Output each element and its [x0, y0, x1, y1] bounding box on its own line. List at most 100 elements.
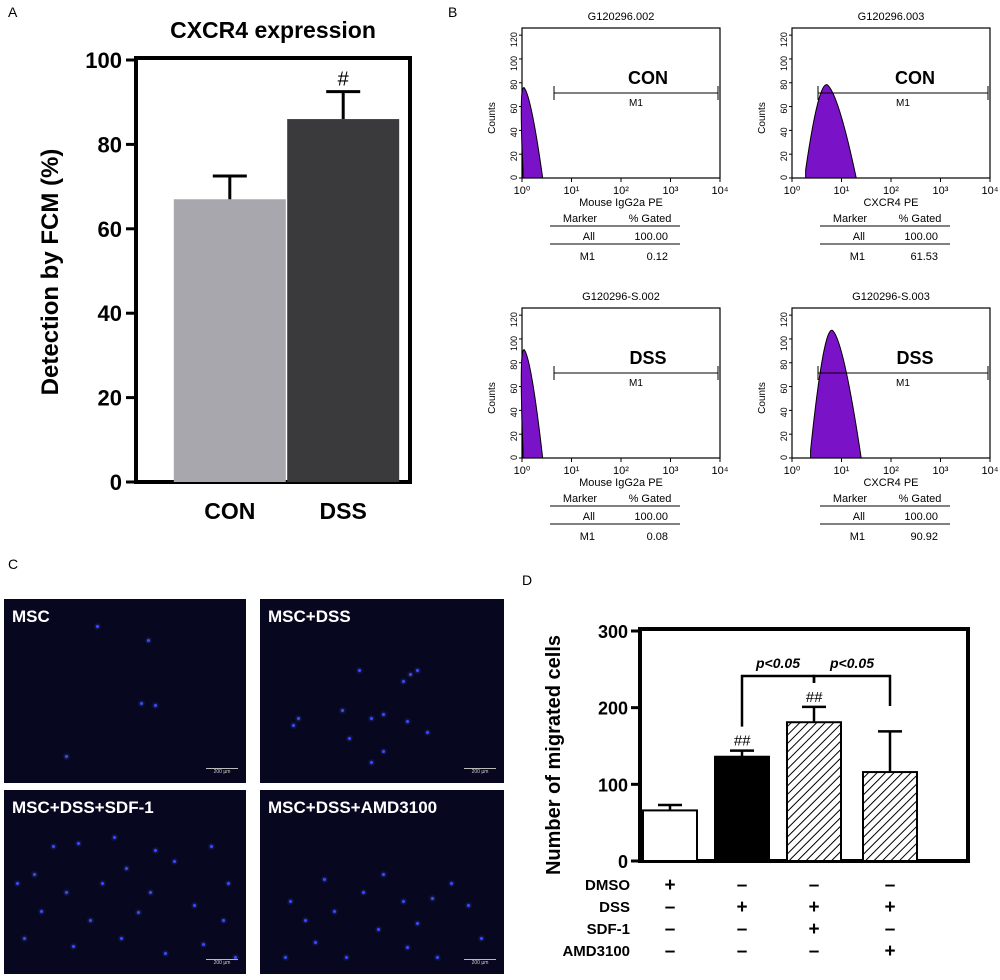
y-tick-label: 40 — [509, 127, 519, 137]
y-tick-label: 60 — [98, 217, 122, 242]
x-tick-label: 10⁴ — [982, 465, 999, 477]
stats-value-all: 100.00 — [904, 511, 938, 523]
cell-dot — [303, 918, 307, 922]
histogram-peak — [520, 87, 544, 179]
cell-dot — [369, 716, 373, 720]
gate-label: M1 — [629, 378, 643, 389]
stats-value-m1: 61.53 — [910, 251, 938, 263]
y-tick-label: 80 — [779, 360, 789, 370]
stats-value-m1: 0.12 — [647, 251, 668, 263]
cell-dot — [202, 942, 206, 946]
treatment-label: SDF-1 — [587, 921, 630, 938]
comparison-label: p<0.05 — [755, 655, 800, 671]
cell-dot — [450, 882, 454, 885]
cell-dot — [226, 882, 230, 885]
group-label: CON — [628, 68, 668, 88]
stats-value-all: 100.00 — [634, 511, 668, 523]
y-tick-label: 0 — [110, 470, 122, 495]
histogram-2: G120296.003 0 20 40 60 80 100 120 Counts 10⁰ 10¹ 10… — [757, 11, 999, 263]
x-tick-label: 10³ — [933, 185, 949, 197]
cell-dot — [23, 937, 27, 941]
x-tick-label: 10³ — [663, 185, 679, 197]
y-tick-label: 0 — [509, 455, 519, 460]
treatment-sign: + — [736, 897, 747, 918]
cell-dot — [406, 946, 410, 950]
cell-dot — [382, 872, 385, 876]
y-tick-label: 80 — [779, 80, 789, 90]
x-tick-label: 10⁴ — [712, 465, 729, 477]
chart-a-title: CXCR4 expression — [170, 17, 376, 43]
x-tick-label: 10¹ — [834, 185, 850, 197]
micrograph-msc-dss: MSC+DSS 200 µm — [260, 599, 504, 783]
cell-dot — [382, 749, 385, 753]
x-tick-label: 10² — [613, 185, 629, 197]
x-tick-label: 10⁴ — [712, 185, 729, 197]
histogram-peak — [805, 84, 857, 179]
cell-dot — [369, 760, 373, 764]
y-tick-label: 0 — [779, 455, 789, 460]
treatment-sign: – — [737, 919, 748, 940]
treatment-sign: + — [808, 897, 819, 918]
gate-label: M1 — [896, 378, 910, 389]
x-tick-label: 10³ — [663, 465, 679, 477]
cell-dot — [221, 918, 225, 922]
y-tick-label: 40 — [779, 407, 789, 417]
panel-label-d: D — [522, 572, 533, 588]
treatment-sign: + — [884, 897, 895, 918]
y-tick-label: 60 — [779, 384, 789, 394]
x-tick-label: 10⁴ — [982, 185, 999, 197]
micrograph-label: MSC+DSS+AMD3100 — [268, 798, 438, 817]
y-tick-label: 20 — [509, 431, 519, 441]
scale-bar: 200 µm — [206, 768, 238, 775]
x-tick-label: 10¹ — [564, 465, 580, 477]
y-tick-label: 100 — [779, 336, 789, 351]
treatment-sign: + — [884, 941, 895, 962]
treatment-sign: + — [808, 919, 819, 940]
cell-dot — [125, 867, 128, 871]
histogram-1: G120296.002 0 20 40 60 80 100 120 Counts 10⁰ 10¹ 10… — [487, 11, 729, 263]
micrograph-label: MSC+DSS — [268, 607, 351, 626]
x-axis-label: CXCR4 PE — [863, 197, 918, 209]
stats-header-marker: Marker — [563, 213, 598, 225]
gate-label: M1 — [629, 98, 643, 109]
cell-dot — [323, 878, 327, 882]
y-tick-label: 120 — [509, 312, 519, 327]
cell-dot — [347, 737, 351, 740]
bar-2 — [714, 755, 770, 863]
chart-a: CXCR4 expression Detection by FCM (%) 0 2… — [37, 17, 412, 524]
y-tick-label: 60 — [779, 104, 789, 114]
treatment-sign: + — [664, 875, 675, 896]
cell-dot — [192, 904, 196, 908]
treatment-label: AMD3100 — [562, 943, 630, 960]
cell-dot — [146, 639, 150, 643]
treatment-sign: – — [737, 875, 748, 896]
cell-dot — [95, 624, 99, 628]
comparison-bracket — [740, 674, 816, 727]
comparison-label: p<0.05 — [829, 655, 874, 671]
cell-dot — [137, 911, 141, 915]
y-tick-label: 80 — [509, 80, 519, 90]
stats-header-marker: Marker — [833, 493, 868, 505]
x-tick-label: 10⁰ — [514, 465, 531, 477]
plot-frame — [521, 27, 721, 179]
treatment-label: DSS — [599, 899, 630, 916]
cell-dot — [173, 859, 177, 863]
stats-value-m1: 90.92 — [910, 531, 938, 543]
stats-header-gated: % Gated — [899, 213, 942, 225]
chart-a-ylabel: Detection by FCM (%) — [37, 149, 64, 396]
cell-dot — [291, 724, 295, 728]
x-tick-label: 10³ — [933, 465, 949, 477]
cell-dot — [357, 668, 361, 672]
stats-row-all: All — [853, 511, 865, 523]
sample-id: G120296.002 — [588, 11, 655, 23]
cell-dot — [406, 720, 410, 724]
y-axis-label: Counts — [487, 102, 498, 134]
scale-bar: 200 µm — [206, 959, 238, 966]
stats-row-m1: M1 — [850, 531, 865, 543]
stats-header-marker: Marker — [833, 213, 868, 225]
x-tick-label: 10² — [883, 465, 899, 477]
micrograph-label: MSC — [12, 607, 50, 626]
x-axis-label: CXCR4 PE — [863, 477, 918, 489]
y-tick-label: 80 — [98, 132, 122, 157]
y-axis-label: Counts — [487, 382, 498, 414]
